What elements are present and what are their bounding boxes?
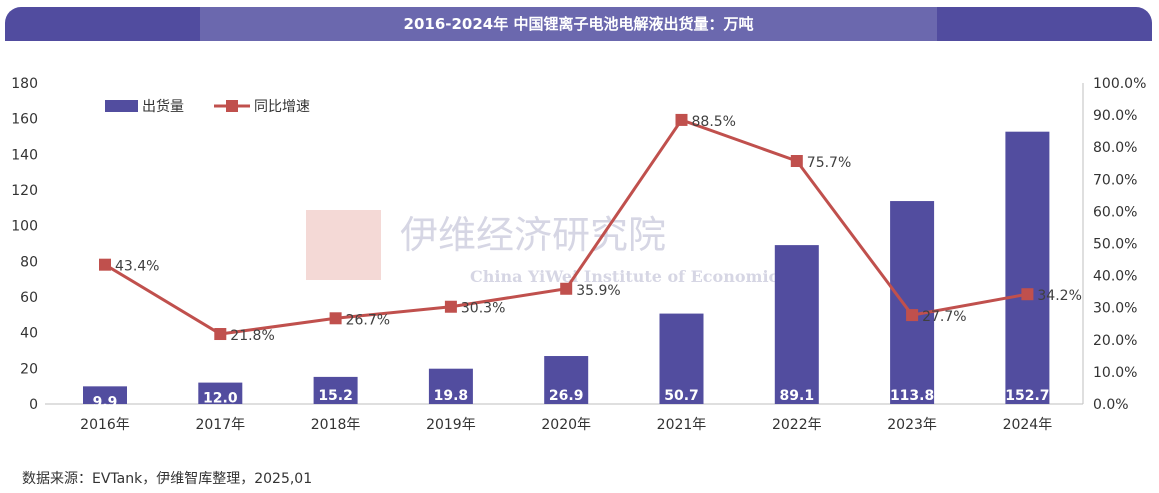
left-tick-label: 160 xyxy=(11,112,38,128)
right-tick-label: 10.0% xyxy=(1093,365,1137,381)
right-tick-label: 70.0% xyxy=(1093,172,1137,188)
line-label: 34.2% xyxy=(1037,288,1081,304)
left-tick-label: 60 xyxy=(20,290,38,306)
x-tick-label: 2024年 xyxy=(1003,417,1053,433)
line-label: 27.7% xyxy=(922,309,966,325)
legend-line-marker xyxy=(226,100,238,112)
x-tick-label: 2021年 xyxy=(657,417,707,433)
bar-label: 152.7 xyxy=(1005,388,1049,404)
line-label: 30.3% xyxy=(461,301,505,317)
bar xyxy=(774,245,819,404)
x-tick-label: 2016年 xyxy=(80,417,130,433)
x-tick-label: 2019年 xyxy=(426,417,476,433)
line-marker xyxy=(214,328,227,341)
x-tick-label: 2022年 xyxy=(772,417,822,433)
right-tick-label: 50.0% xyxy=(1093,237,1137,253)
line-label: 75.7% xyxy=(807,155,851,171)
bar xyxy=(544,356,589,404)
right-tick-label: 80.0% xyxy=(1093,140,1137,156)
left-tick-label: 180 xyxy=(11,76,38,92)
right-tick-label: 60.0% xyxy=(1093,204,1137,220)
left-tick-label: 140 xyxy=(11,147,38,163)
bar-label: 19.8 xyxy=(434,388,469,404)
watermark-logo xyxy=(306,210,381,280)
left-tick-label: 80 xyxy=(20,254,38,270)
bar-label: 12.0 xyxy=(203,391,238,407)
line-marker xyxy=(1021,288,1034,301)
title-bar: 2016-2024年 中国锂离子电池电解液出货量：万吨 xyxy=(5,7,1152,41)
bar xyxy=(428,368,473,404)
line-label: 26.7% xyxy=(346,312,390,328)
watermark-text-en: China YiWei Institute of Economics xyxy=(470,267,787,286)
right-tick-label: 30.0% xyxy=(1093,301,1137,317)
line-marker xyxy=(99,258,111,271)
line-marker xyxy=(329,312,342,325)
x-tick-label: 2020年 xyxy=(541,417,591,433)
x-tick-label: 2018年 xyxy=(311,417,361,433)
right-tick-label: 0.0% xyxy=(1093,397,1129,413)
bar xyxy=(198,382,243,404)
line-label: 43.4% xyxy=(115,259,159,275)
left-tick-label: 40 xyxy=(20,326,38,342)
line-label: 88.5% xyxy=(692,114,736,130)
bar xyxy=(659,313,704,404)
left-tick-label: 120 xyxy=(11,183,38,199)
left-tick-label: 0 xyxy=(29,397,38,413)
legend-bar-label: 出货量 xyxy=(142,98,184,115)
bar xyxy=(890,201,935,404)
chart-title: 2016-2024年 中国锂离子电池电解液出货量：万吨 xyxy=(403,15,754,33)
bar xyxy=(313,376,358,404)
bar-label: 89.1 xyxy=(780,388,815,404)
legend-bar-swatch xyxy=(105,100,138,112)
right-tick-label: 20.0% xyxy=(1093,333,1137,349)
bar xyxy=(83,386,127,404)
bar xyxy=(1005,131,1050,404)
x-tick-label: 2017年 xyxy=(195,417,245,433)
bar-label: 26.9 xyxy=(549,388,584,404)
line-marker xyxy=(444,300,457,313)
source-note: 数据来源：EVTank，伊维智库整理，2025,01 xyxy=(22,471,313,487)
x-tick-label: 2023年 xyxy=(887,417,937,433)
line-label: 35.9% xyxy=(576,283,620,299)
legend-line-label: 同比增速 xyxy=(254,99,310,115)
line-marker xyxy=(790,155,803,168)
right-tick-label: 40.0% xyxy=(1093,269,1137,285)
right-tick-label: 100.0% xyxy=(1093,76,1146,92)
line-marker xyxy=(906,309,919,322)
line-label: 21.8% xyxy=(230,328,274,344)
bar-label: 113.8 xyxy=(890,388,934,404)
line-marker xyxy=(675,113,688,126)
right-tick-label: 90.0% xyxy=(1093,108,1137,124)
bar-label: 15.2 xyxy=(318,388,353,404)
bar-label: 50.7 xyxy=(664,388,699,404)
left-tick-label: 100 xyxy=(11,219,38,235)
left-tick-label: 20 xyxy=(20,361,38,377)
line-marker xyxy=(560,282,573,295)
watermark-text: 伊维经济研究院 xyxy=(400,213,666,257)
bar-label: 9.9 xyxy=(93,394,118,410)
